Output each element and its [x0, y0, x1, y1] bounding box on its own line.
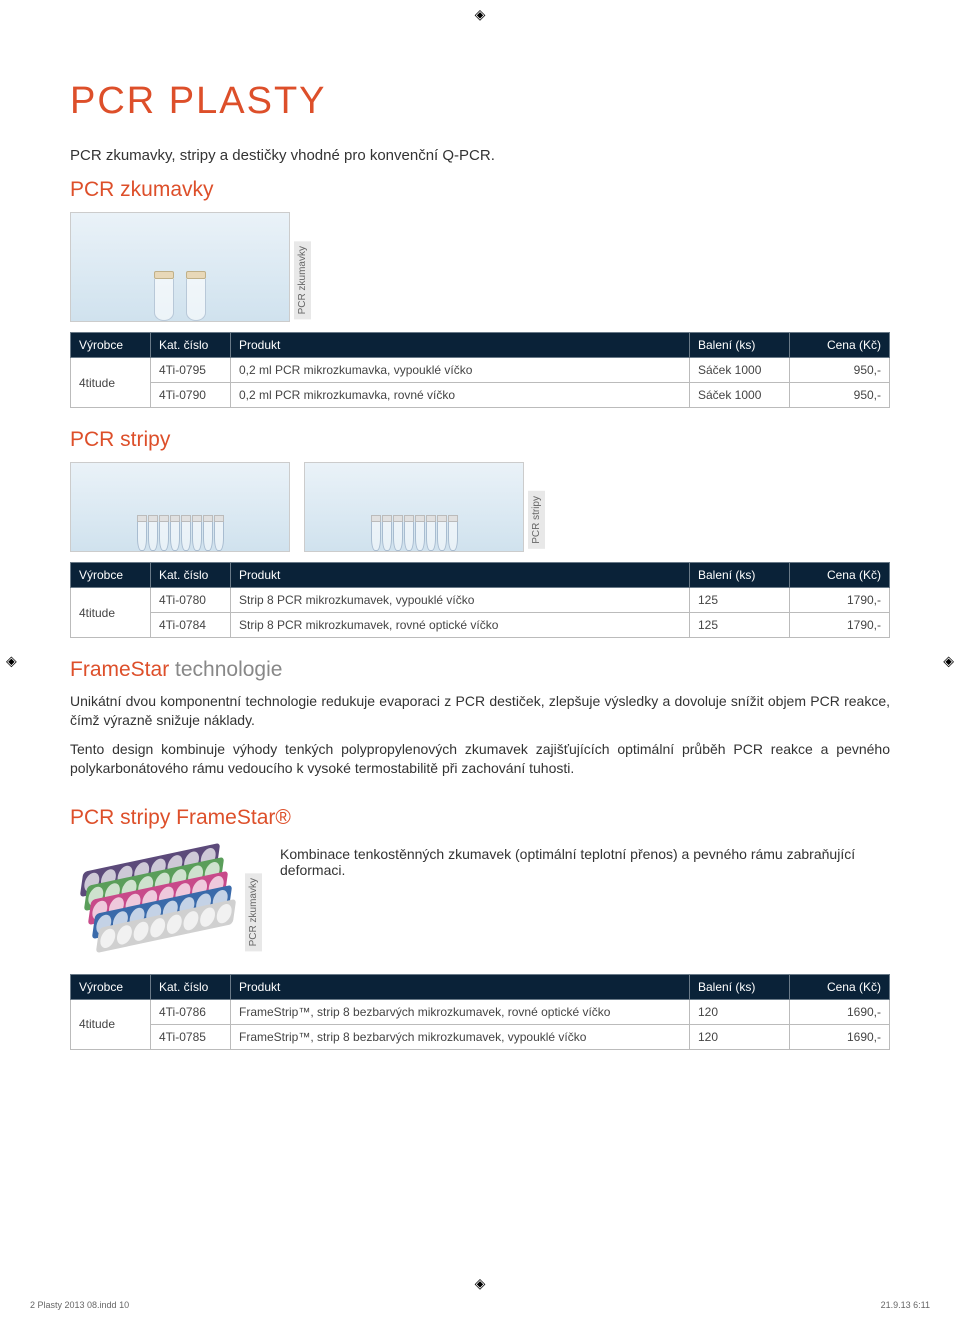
intro-text: PCR zkumavky, stripy a destičky vhodné p…: [70, 147, 890, 164]
cell-vyrobce: 4titude: [71, 999, 151, 1049]
zkumavky-image-row: PCR zkumavky: [70, 212, 890, 322]
page-title: PCR PLASTY: [70, 80, 890, 123]
crop-mark-icon: ◈: [6, 653, 17, 670]
th-cena: Cena (Kč): [790, 974, 890, 999]
framestar-image-wrap: PCR zkumavky: [70, 840, 250, 960]
th-cena: Cena (Kč): [790, 563, 890, 588]
cell-cena: 950,-: [790, 383, 890, 408]
zkumavky-table: Výrobce Kat. číslo Produkt Balení (ks) C…: [70, 332, 890, 408]
th-cena: Cena (Kč): [790, 333, 890, 358]
product-image: PCR stripy: [304, 462, 524, 552]
cell-produkt: 0,2 ml PCR mikrozkumavka, rovné víčko: [231, 383, 690, 408]
cell-kat: 4Ti-0786: [151, 999, 231, 1024]
footer-right: 21.9.13 6:11: [881, 1300, 930, 1310]
cell-kat: 4Ti-0780: [151, 588, 231, 613]
table-row: 4titude 4Ti-0780 Strip 8 PCR mikrozkumav…: [71, 588, 890, 613]
cell-produkt: FrameStrip™, strip 8 bezbarvých mikrozku…: [231, 1024, 690, 1049]
image-tag: PCR zkumavky: [294, 241, 311, 319]
crop-mark-icon: ◈: [475, 1275, 486, 1292]
cell-vyrobce: 4titude: [71, 588, 151, 638]
table-row: 4Ti-0785 FrameStrip™, strip 8 bezbarvých…: [71, 1024, 890, 1049]
page-footer: 2 Plasty 2013 08.indd 10 21.9.13 6:11: [30, 1300, 930, 1310]
cell-cena: 1690,-: [790, 1024, 890, 1049]
cell-baleni: 125: [690, 613, 790, 638]
cell-vyrobce: 4titude: [71, 358, 151, 408]
crop-mark-icon: ◈: [943, 653, 954, 670]
cell-cena: 950,-: [790, 358, 890, 383]
tube-icon: [154, 271, 174, 321]
cell-kat: 4Ti-0790: [151, 383, 231, 408]
cell-produkt: Strip 8 PCR mikrozkumavek, rovné optické…: [231, 613, 690, 638]
image-tag: PCR zkumavky: [245, 873, 262, 951]
framestar-section: PCR zkumavky Kombinace tenkostěnných zku…: [70, 840, 890, 960]
th-kat: Kat. číslo: [151, 333, 231, 358]
page-content: PCR PLASTY PCR zkumavky, stripy a destič…: [0, 0, 960, 1110]
cell-kat: 4Ti-0785: [151, 1024, 231, 1049]
th-produkt: Produkt: [231, 563, 690, 588]
product-image: [70, 462, 290, 552]
framestar-table: Výrobce Kat. číslo Produkt Balení (ks) C…: [70, 974, 890, 1050]
cell-cena: 1790,-: [790, 588, 890, 613]
th-baleni: Balení (ks): [690, 563, 790, 588]
cell-kat: 4Ti-0795: [151, 358, 231, 383]
stripy-image-row: PCR stripy: [70, 462, 890, 552]
section-heading-zkumavky: PCR zkumavky: [70, 178, 890, 202]
framestar-side-text: Kombinace tenkostěnných zkumavek (optimá…: [280, 840, 890, 960]
cell-baleni: 120: [690, 999, 790, 1024]
framestar-red: FrameStar: [70, 658, 169, 681]
footer-left: 2 Plasty 2013 08.indd 10: [30, 1300, 129, 1310]
table-row: 4titude 4Ti-0786 FrameStrip™, strip 8 be…: [71, 999, 890, 1024]
tube-icon: [186, 271, 206, 321]
cell-baleni: 120: [690, 1024, 790, 1049]
th-vyrobce: Výrobce: [71, 333, 151, 358]
framestar-para1: Unikátní dvou komponentní technologie re…: [70, 692, 890, 730]
product-image: PCR zkumavky: [70, 212, 290, 322]
cell-cena: 1690,-: [790, 999, 890, 1024]
th-kat: Kat. číslo: [151, 563, 231, 588]
cell-baleni: Sáček 1000: [690, 383, 790, 408]
image-tag: PCR stripy: [528, 491, 545, 549]
th-vyrobce: Výrobce: [71, 974, 151, 999]
cell-baleni: 125: [690, 588, 790, 613]
th-kat: Kat. číslo: [151, 974, 231, 999]
framestar-grey: technologie: [175, 658, 282, 681]
cell-produkt: FrameStrip™, strip 8 bezbarvých mikrozku…: [231, 999, 690, 1024]
cell-baleni: Sáček 1000: [690, 358, 790, 383]
th-baleni: Balení (ks): [690, 333, 790, 358]
framestar-image: [70, 840, 250, 960]
table-row: 4Ti-0790 0,2 ml PCR mikrozkumavka, rovné…: [71, 383, 890, 408]
th-produkt: Produkt: [231, 333, 690, 358]
th-baleni: Balení (ks): [690, 974, 790, 999]
crop-mark-icon: ◈: [475, 6, 486, 23]
table-row: 4titude 4Ti-0795 0,2 ml PCR mikrozkumavk…: [71, 358, 890, 383]
section-heading-stripy: PCR stripy: [70, 428, 890, 452]
cell-produkt: 0,2 ml PCR mikrozkumavka, vypouklé víčko: [231, 358, 690, 383]
framestar-para2: Tento design kombinuje výhody tenkých po…: [70, 740, 890, 778]
cell-kat: 4Ti-0784: [151, 613, 231, 638]
framestar-tech-heading: FrameStar technologie: [70, 658, 890, 682]
stripy-table: Výrobce Kat. číslo Produkt Balení (ks) C…: [70, 562, 890, 638]
section-heading-framestar-stripy: PCR stripy FrameStar®: [70, 806, 890, 830]
th-produkt: Produkt: [231, 974, 690, 999]
strip-icon: [137, 519, 224, 551]
table-row: 4Ti-0784 Strip 8 PCR mikrozkumavek, rovn…: [71, 613, 890, 638]
strip-icon: [371, 519, 458, 551]
cell-produkt: Strip 8 PCR mikrozkumavek, vypouklé víčk…: [231, 588, 690, 613]
cell-cena: 1790,-: [790, 613, 890, 638]
th-vyrobce: Výrobce: [71, 563, 151, 588]
